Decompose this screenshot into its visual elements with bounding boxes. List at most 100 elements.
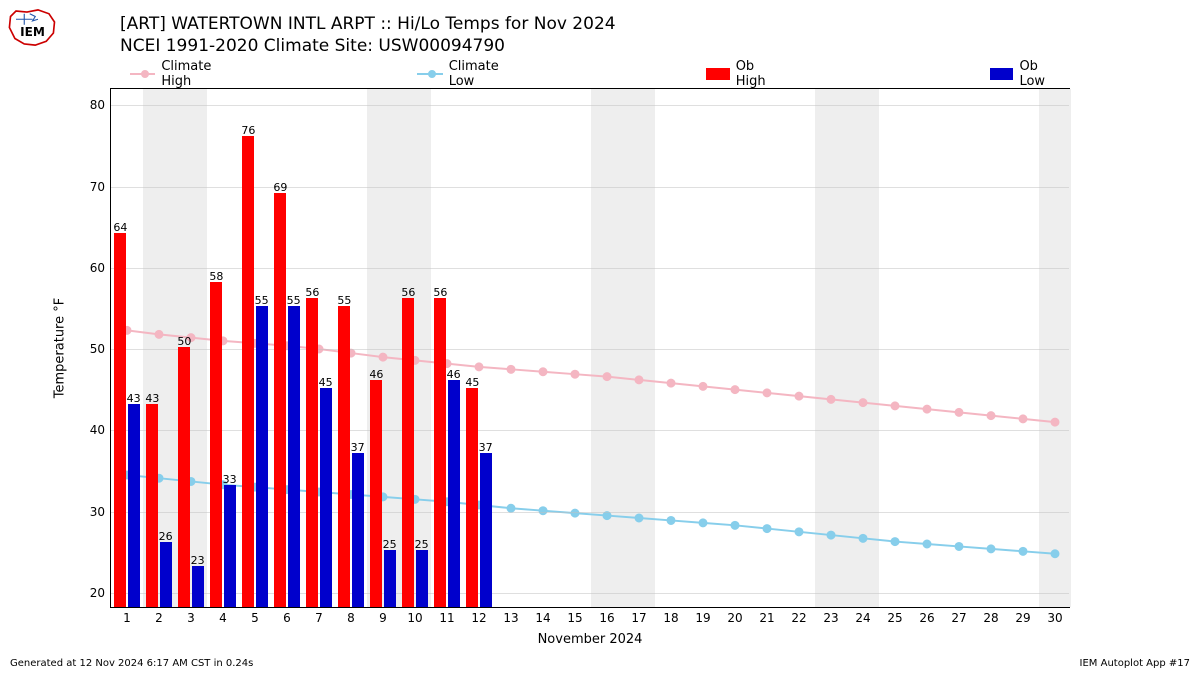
ob-high-bar [306, 298, 318, 607]
xtick-label: 19 [695, 611, 710, 625]
ob-low-bar [160, 542, 172, 607]
climate-marker [507, 365, 515, 373]
ytick-label: 70 [90, 180, 105, 194]
xtick-label: 15 [567, 611, 582, 625]
xtick-label: 29 [1015, 611, 1030, 625]
ytick-label: 50 [90, 342, 105, 356]
climate-marker [859, 399, 867, 407]
climate-marker [891, 538, 899, 546]
climate-marker [475, 363, 483, 371]
ob-high-bar [274, 193, 286, 607]
bar-value-label: 43 [127, 392, 141, 405]
climate-marker [571, 509, 579, 517]
ob-high-bar [402, 298, 414, 607]
climate-marker [699, 519, 707, 527]
xtick-label: 22 [791, 611, 806, 625]
ob-high-bar [210, 282, 222, 607]
ob-low-bar [352, 453, 364, 607]
xtick-label: 4 [219, 611, 227, 625]
climate-marker [635, 514, 643, 522]
ob-high-bar [466, 388, 478, 607]
climate-marker [1051, 550, 1059, 558]
xtick-label: 20 [727, 611, 742, 625]
xtick-label: 17 [631, 611, 646, 625]
climate-marker [795, 528, 803, 536]
xtick-label: 8 [347, 611, 355, 625]
ob-low-bar [128, 404, 140, 607]
climate-marker [923, 540, 931, 548]
svg-text:IEM: IEM [20, 25, 45, 39]
legend-ob-high-label: Ob High [736, 59, 780, 89]
climate-marker [955, 542, 963, 550]
xtick-label: 16 [599, 611, 614, 625]
ob-low-bar [288, 306, 300, 607]
bar-value-label: 76 [241, 124, 255, 137]
bar-value-label: 69 [273, 181, 287, 194]
ob-high-bar [114, 233, 126, 607]
ob-high-bar [178, 347, 190, 607]
ob-high-bar [338, 306, 350, 607]
ob-low-bar [448, 380, 460, 608]
climate-marker [987, 545, 995, 553]
title-line2: NCEI 1991-2020 Climate Site: USW00094790 [120, 36, 616, 56]
ytick-label: 60 [90, 261, 105, 275]
bar-value-label: 23 [191, 554, 205, 567]
climate-marker [1019, 415, 1027, 423]
xtick-label: 28 [983, 611, 998, 625]
bar-value-label: 55 [287, 294, 301, 307]
xtick-label: 1 [123, 611, 131, 625]
bar-value-label: 26 [159, 530, 173, 543]
ob-low-bar [320, 388, 332, 607]
climate-marker [699, 382, 707, 390]
climate-marker [827, 395, 835, 403]
climate-marker [603, 373, 611, 381]
x-axis-label: November 2024 [538, 632, 643, 647]
xtick-label: 6 [283, 611, 291, 625]
climate-marker [795, 392, 803, 400]
bar-value-label: 25 [415, 538, 429, 551]
ob-high-bar [146, 404, 158, 607]
legend: Climate High Climate Low Ob High Ob Low [120, 64, 1060, 84]
footer-generated: Generated at 12 Nov 2024 6:17 AM CST in … [10, 658, 253, 669]
xtick-label: 24 [855, 611, 870, 625]
climate-marker [155, 330, 163, 338]
xtick-label: 3 [187, 611, 195, 625]
title-line1: [ART] WATERTOWN INTL ARPT :: Hi/Lo Temps… [120, 14, 616, 34]
legend-climate-low-line [417, 73, 442, 75]
xtick-label: 18 [663, 611, 678, 625]
climate-marker [731, 386, 739, 394]
bar-value-label: 33 [223, 473, 237, 486]
ob-high-bar [434, 298, 446, 607]
bar-value-label: 37 [479, 441, 493, 454]
bar-value-label: 50 [177, 335, 191, 348]
ytick-label: 40 [90, 423, 105, 437]
bar-value-label: 25 [383, 538, 397, 551]
climate-marker [763, 389, 771, 397]
climate-marker [859, 534, 867, 542]
climate-marker [731, 521, 739, 529]
climate-marker [1019, 547, 1027, 555]
xtick-label: 13 [503, 611, 518, 625]
gridline [111, 187, 1069, 188]
ytick-label: 80 [90, 98, 105, 112]
gridline [111, 268, 1069, 269]
legend-climate-low-label: Climate Low [449, 59, 516, 89]
xtick-label: 12 [471, 611, 486, 625]
ob-low-bar [480, 453, 492, 607]
bar-value-label: 56 [433, 286, 447, 299]
ytick-label: 30 [90, 505, 105, 519]
iem-logo: IEM [5, 5, 60, 50]
ob-low-bar [256, 306, 268, 607]
climate-marker [603, 512, 611, 520]
legend-ob-low-swatch [990, 68, 1014, 80]
xtick-label: 14 [535, 611, 550, 625]
xtick-label: 7 [315, 611, 323, 625]
legend-climate-high-line [130, 73, 155, 75]
climate-marker [571, 370, 579, 378]
climate-marker [891, 402, 899, 410]
bar-value-label: 55 [255, 294, 269, 307]
bar-value-label: 37 [351, 441, 365, 454]
climate-marker [763, 525, 771, 533]
climate-marker [955, 408, 963, 416]
bar-value-label: 64 [113, 221, 127, 234]
